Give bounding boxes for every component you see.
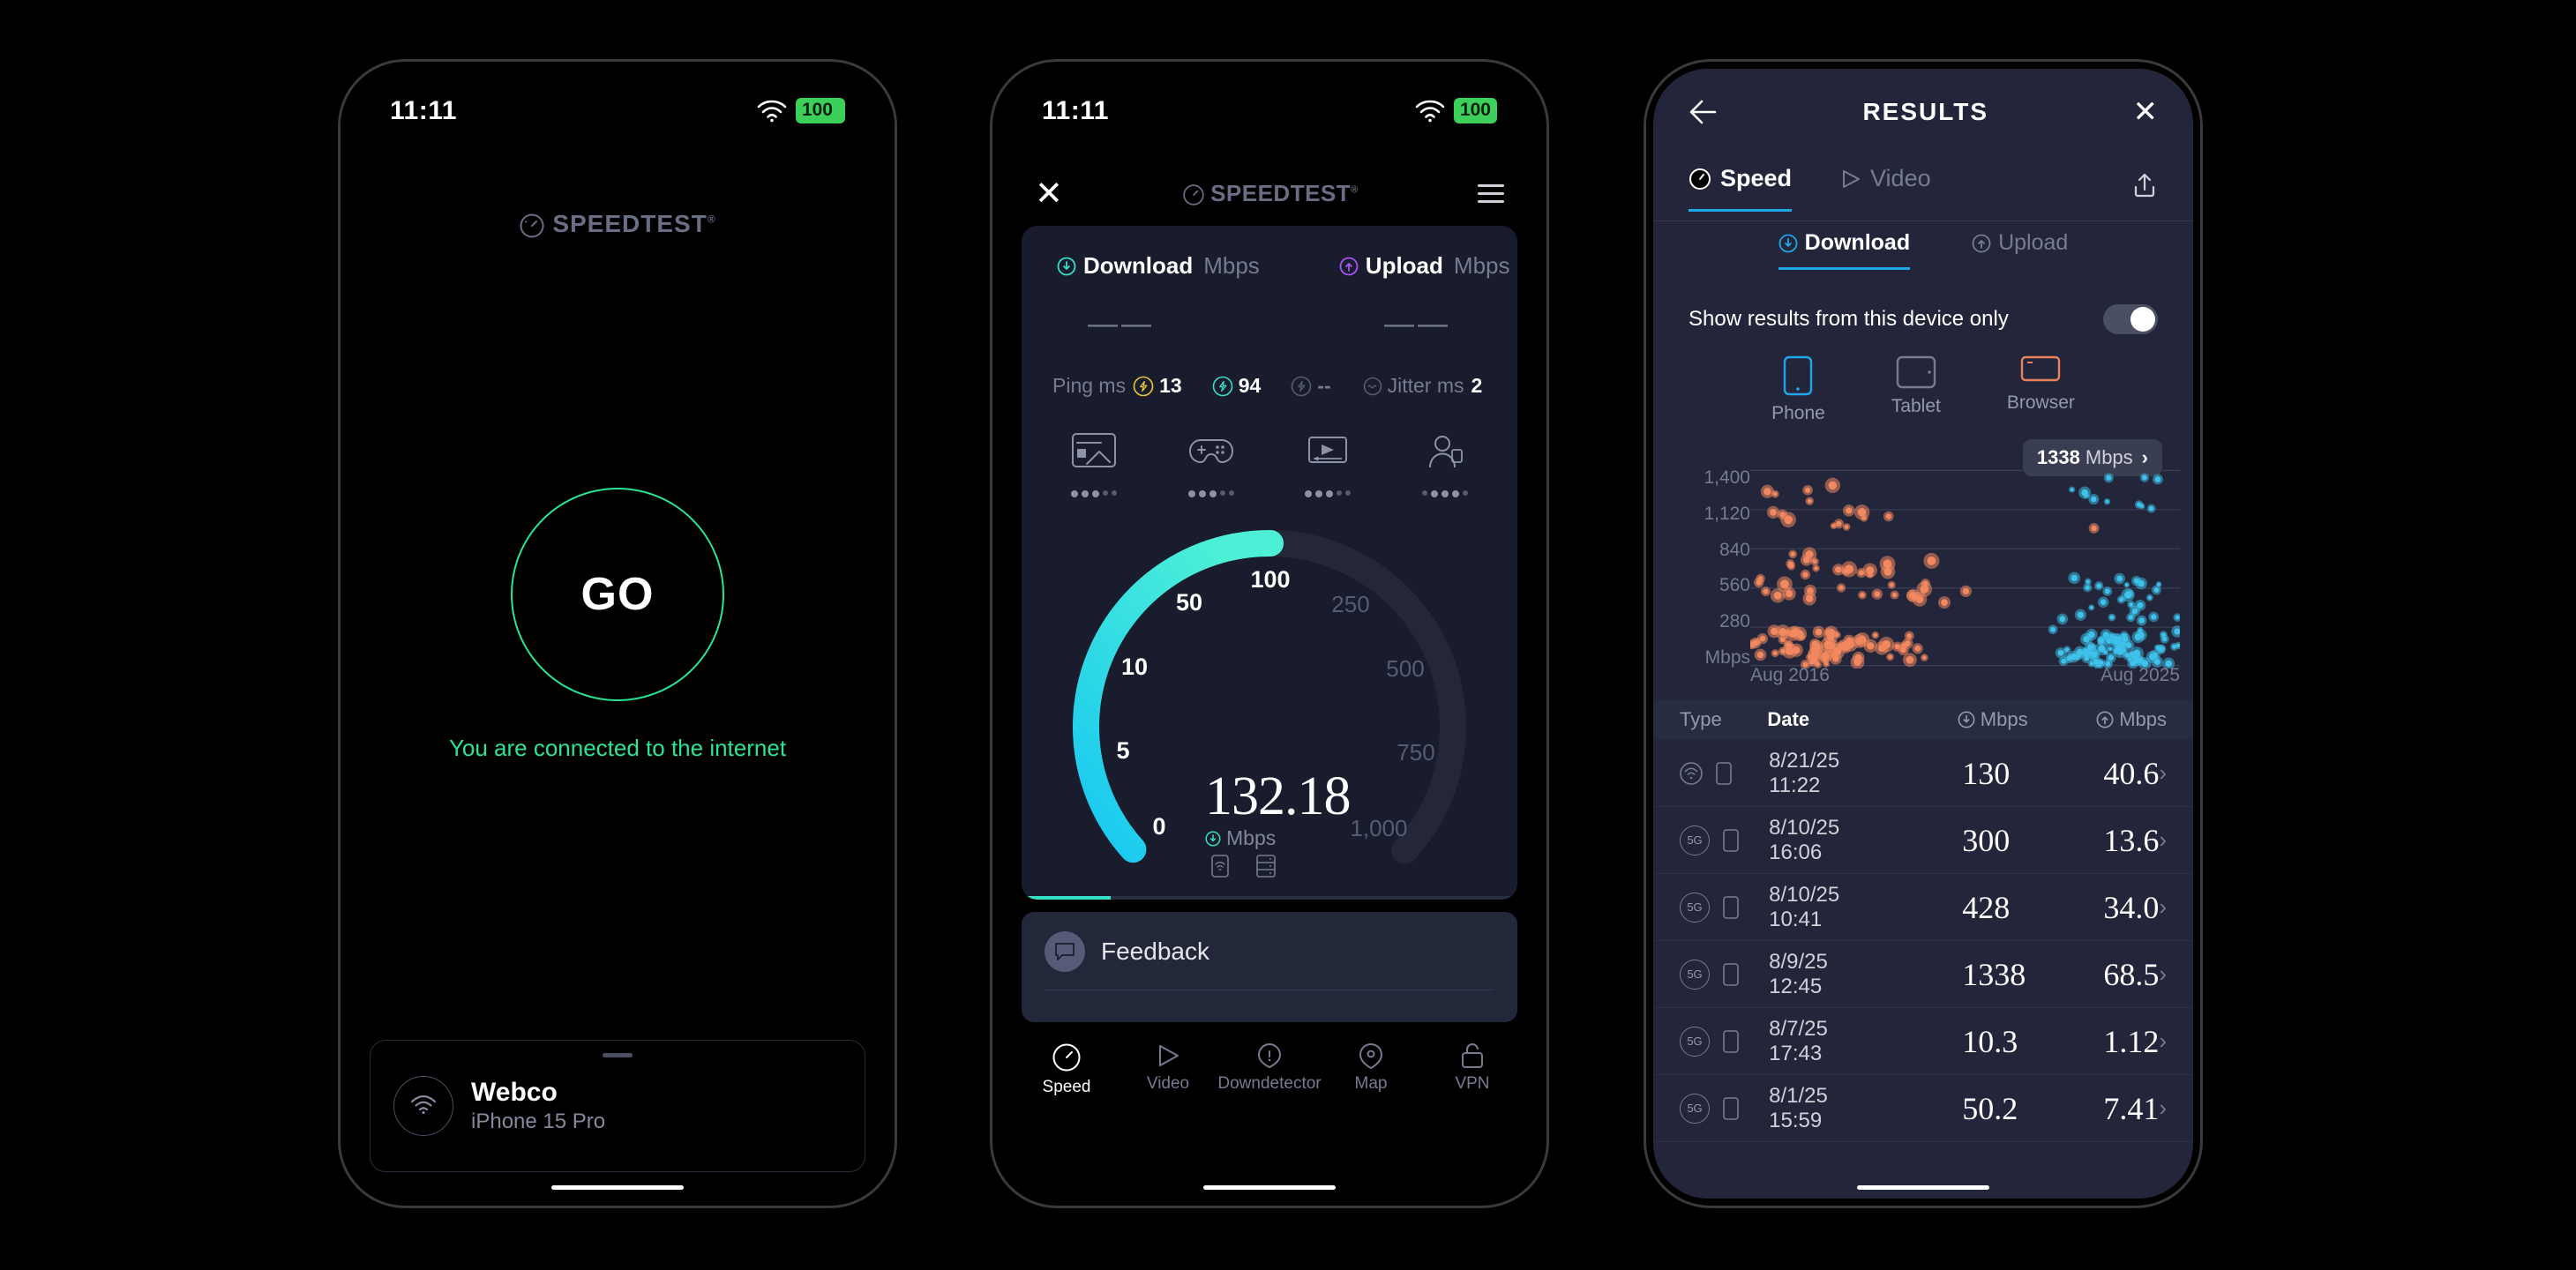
svg-text:0: 0 <box>1152 813 1165 840</box>
svg-text:750: 750 <box>1397 739 1434 766</box>
svg-text:1,000: 1,000 <box>1350 815 1407 841</box>
svg-text:250: 250 <box>1331 591 1369 617</box>
svg-text:5: 5 <box>1116 737 1129 764</box>
svg-text:50: 50 <box>1176 589 1202 616</box>
svg-text:100: 100 <box>1250 566 1290 593</box>
svg-text:500: 500 <box>1386 655 1424 682</box>
svg-text:10: 10 <box>1121 654 1148 680</box>
